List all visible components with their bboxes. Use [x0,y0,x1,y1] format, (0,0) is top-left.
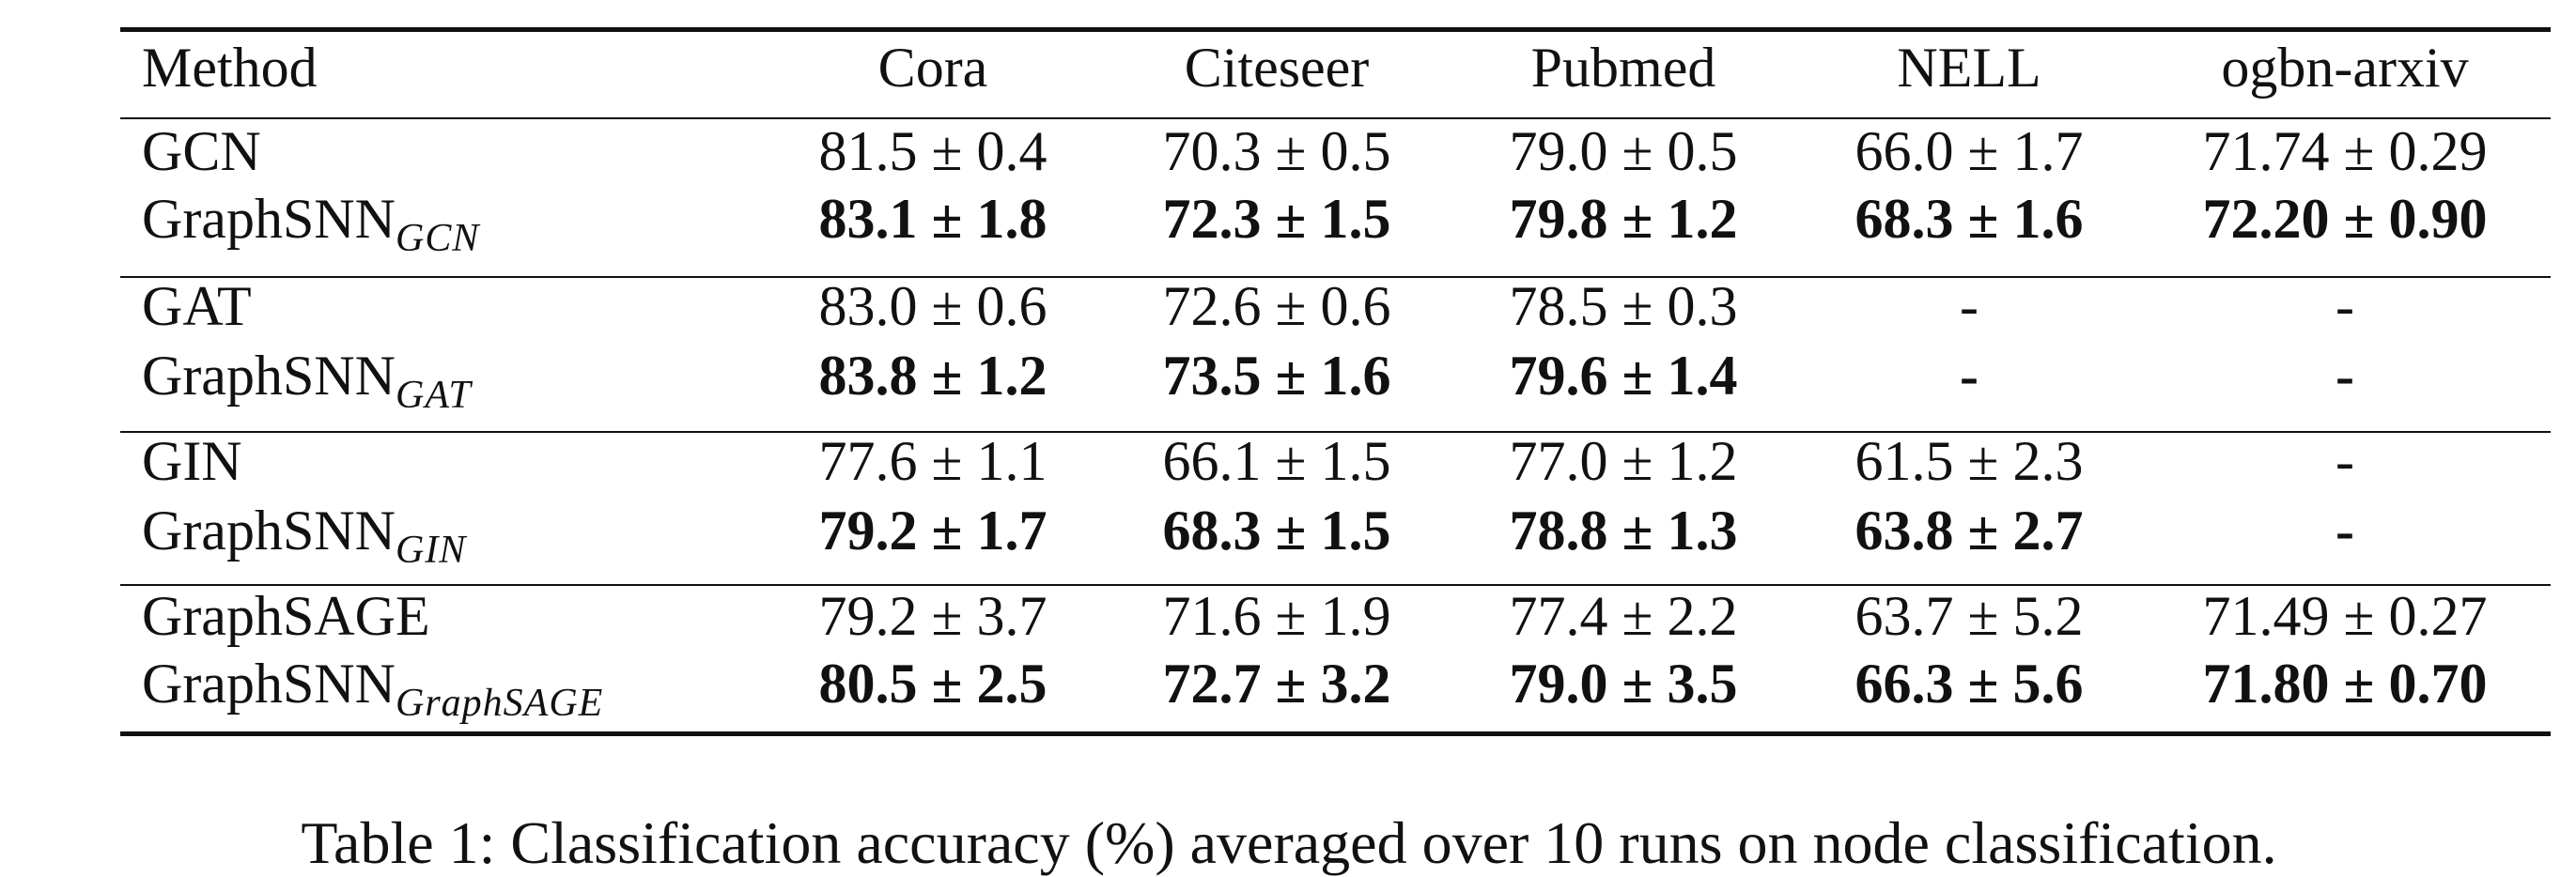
value-cell: 79.2 ± 3.7 [818,585,1047,647]
value-cell: 83.8 ± 1.2 [818,345,1047,407]
header-cell: Cora [877,37,988,99]
method-name: GIN [142,430,242,492]
value-cell: 66.1 ± 1.5 [1162,430,1391,492]
value-cell: 61.5 ± 2.3 [1854,430,2084,492]
method-subscript: GraphSAGE [395,682,604,725]
value-cell: 63.8 ± 2.7 [1854,500,2084,562]
caption: Table 1: Classification accuracy (%) ave… [301,809,2277,876]
value-cell: 77.6 ± 1.1 [818,430,1047,492]
value-cell: 77.4 ± 2.2 [1509,585,1738,647]
value-cell: 71.80 ± 0.70 [2202,653,2488,715]
group-rule [120,276,2551,278]
value-cell: 79.0 ± 3.5 [1509,653,1738,715]
method-cell: GraphSAGE [142,588,430,644]
value-cell: 78.8 ± 1.3 [1509,500,1738,562]
header-cell: ogbn-arxiv [2221,37,2469,99]
method-name: GraphSAGE [142,585,430,647]
value-cell: 70.3 ± 0.5 [1162,120,1391,182]
value-cell: - [2335,275,2354,337]
value-cell: 72.7 ± 3.2 [1162,653,1391,715]
value-cell: 72.3 ± 1.5 [1162,188,1391,250]
value-cell: 71.74 ± 0.29 [2202,120,2488,182]
method-cell: GraphSNNGAT [142,345,472,415]
method-name: GraphSNN [142,188,396,250]
method-cell: GraphSNNGIN [142,500,466,570]
method-cell: GCN [142,123,261,179]
value-cell: - [2335,345,2354,407]
value-cell: 68.3 ± 1.5 [1162,500,1391,562]
value-cell: 79.6 ± 1.4 [1509,345,1738,407]
header-cell: Method [142,37,318,99]
method-cell: GraphSNNGCN [142,188,479,258]
method-name: GCN [142,120,261,182]
value-cell: - [1960,345,1979,407]
value-cell: - [2335,500,2354,562]
group-rule [120,431,2551,433]
method-name: GAT [142,275,252,337]
method-subscript: GCN [395,217,480,260]
value-cell: 71.6 ± 1.9 [1162,585,1391,647]
method-name: GraphSNN [142,345,396,407]
value-cell: - [2335,430,2354,492]
value-cell: 66.0 ± 1.7 [1854,120,2084,182]
method-cell: GIN [142,433,242,489]
method-subscript: GAT [395,374,472,417]
method-name: GraphSNN [142,653,396,715]
value-cell: 68.3 ± 1.6 [1854,188,2084,250]
group-rule [120,584,2551,586]
value-cell: 77.0 ± 1.2 [1509,430,1738,492]
header-rule [120,117,2551,119]
value-cell: 72.20 ± 0.90 [2202,188,2488,250]
value-cell: 83.1 ± 1.8 [818,188,1047,250]
value-cell: 79.2 ± 1.7 [818,500,1047,562]
value-cell: 63.7 ± 5.2 [1854,585,2084,647]
value-cell: 73.5 ± 1.6 [1162,345,1391,407]
value-cell: 78.5 ± 0.3 [1509,275,1738,337]
header-cell: NELL [1897,37,2041,99]
value-cell: 79.8 ± 1.2 [1509,188,1738,250]
header-cell: Pubmed [1530,37,1716,99]
method-name: GraphSNN [142,500,396,562]
value-cell: - [1960,275,1979,337]
header-cell: Citeseer [1184,37,1370,99]
method-cell: GAT [142,278,252,334]
value-cell: 80.5 ± 2.5 [818,653,1047,715]
value-cell: 81.5 ± 0.4 [818,120,1047,182]
method-cell: GraphSNNGraphSAGE [142,653,603,723]
value-cell: 71.49 ± 0.27 [2202,585,2488,647]
bottom-rule [120,731,2551,736]
method-subscript: GIN [395,529,467,572]
value-cell: 79.0 ± 0.5 [1509,120,1738,182]
value-cell: 72.6 ± 0.6 [1162,275,1391,337]
top-rule [120,27,2551,32]
value-cell: 66.3 ± 5.6 [1854,653,2084,715]
value-cell: 83.0 ± 0.6 [818,275,1047,337]
